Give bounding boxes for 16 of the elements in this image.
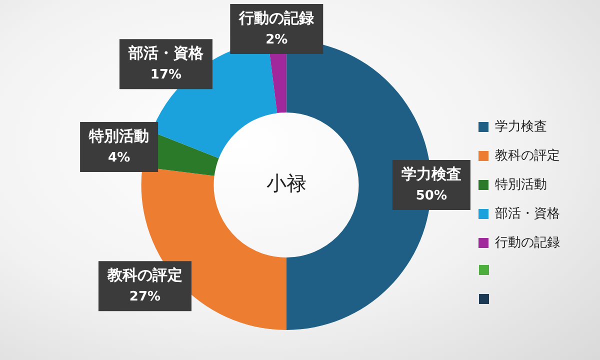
slice-label: 教科の評定	[106, 266, 182, 284]
data-label: 50%	[416, 188, 448, 204]
data-label: 27%	[129, 290, 161, 305]
legend-label: 学力検査	[495, 119, 547, 134]
legend-label: 教科の評定	[495, 148, 560, 164]
slice-label: 部活・資格	[127, 44, 204, 62]
slice-label: 特別活動	[88, 126, 150, 145]
text: 小禄	[266, 171, 306, 196]
legend-label: 部活・資格	[495, 206, 560, 222]
data-label: 2%	[266, 32, 288, 48]
data-label: 4%	[108, 150, 130, 166]
slice-label: 学力検査	[401, 164, 462, 183]
slice-label: 行動の記録	[238, 8, 314, 27]
data-label: 17%	[150, 67, 182, 82]
legend-label: 特別活動	[495, 177, 547, 192]
legend-label: 行動の記録	[495, 235, 560, 250]
